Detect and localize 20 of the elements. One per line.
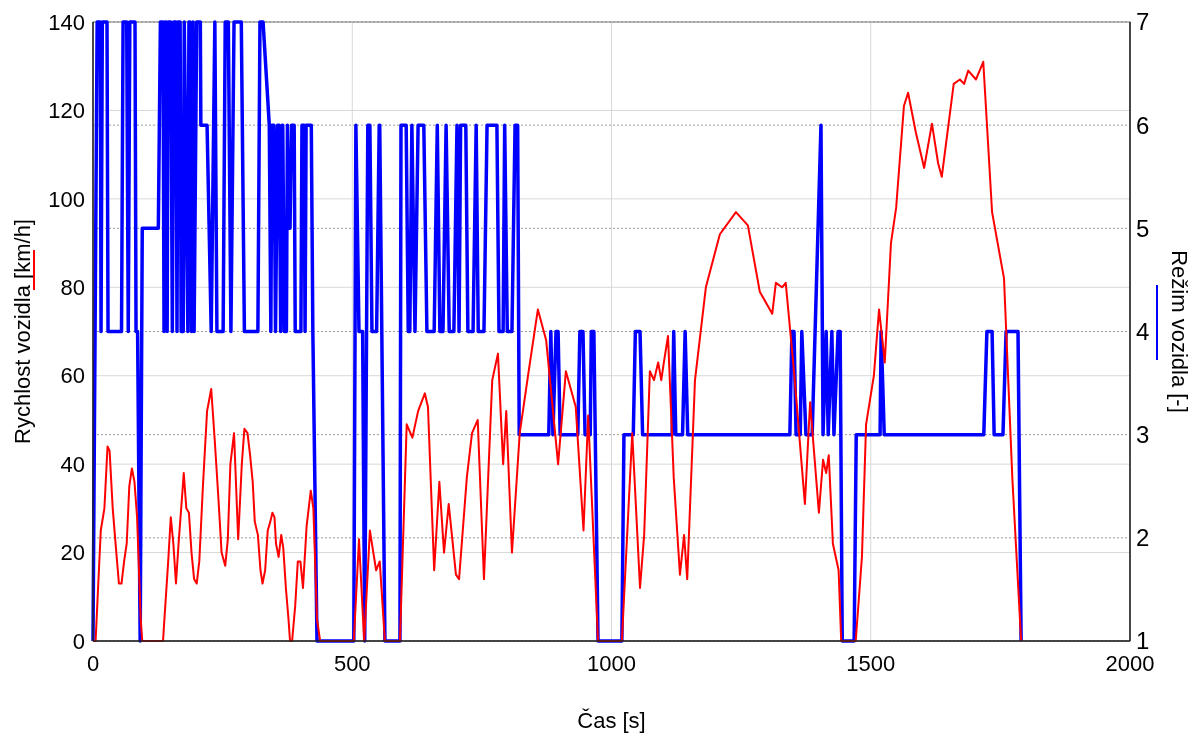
x-tick-label: 1500 (846, 651, 896, 676)
x-axis-title: Čas [s] (577, 708, 646, 733)
y2-axis-title: Režim vozidla [-] (1167, 250, 1192, 413)
x-tick-label: 1000 (587, 651, 636, 676)
y-tick-label: 120 (48, 98, 85, 124)
y2-tick-label: 6 (1136, 111, 1150, 139)
y-tick-label: 40 (60, 451, 85, 477)
x-tick-label: 500 (333, 651, 371, 676)
y-tick-label: 100 (48, 186, 85, 212)
y2-tick-label: 2 (1136, 524, 1150, 552)
y2-tick-label: 3 (1136, 421, 1150, 449)
y-axis-title: Rychlost vozidla [km/h] (10, 219, 35, 444)
y-tick-label: 20 (60, 540, 85, 566)
y-tick-label: 0 (72, 628, 85, 654)
y2-tick-label: 4 (1136, 317, 1150, 345)
y-tick-label: 140 (48, 9, 85, 35)
y2-tick-label: 5 (1136, 214, 1150, 242)
y-tick-label: 60 (60, 363, 85, 389)
y-tick-label: 80 (60, 274, 85, 300)
y2-tick-label: 7 (1136, 8, 1150, 36)
